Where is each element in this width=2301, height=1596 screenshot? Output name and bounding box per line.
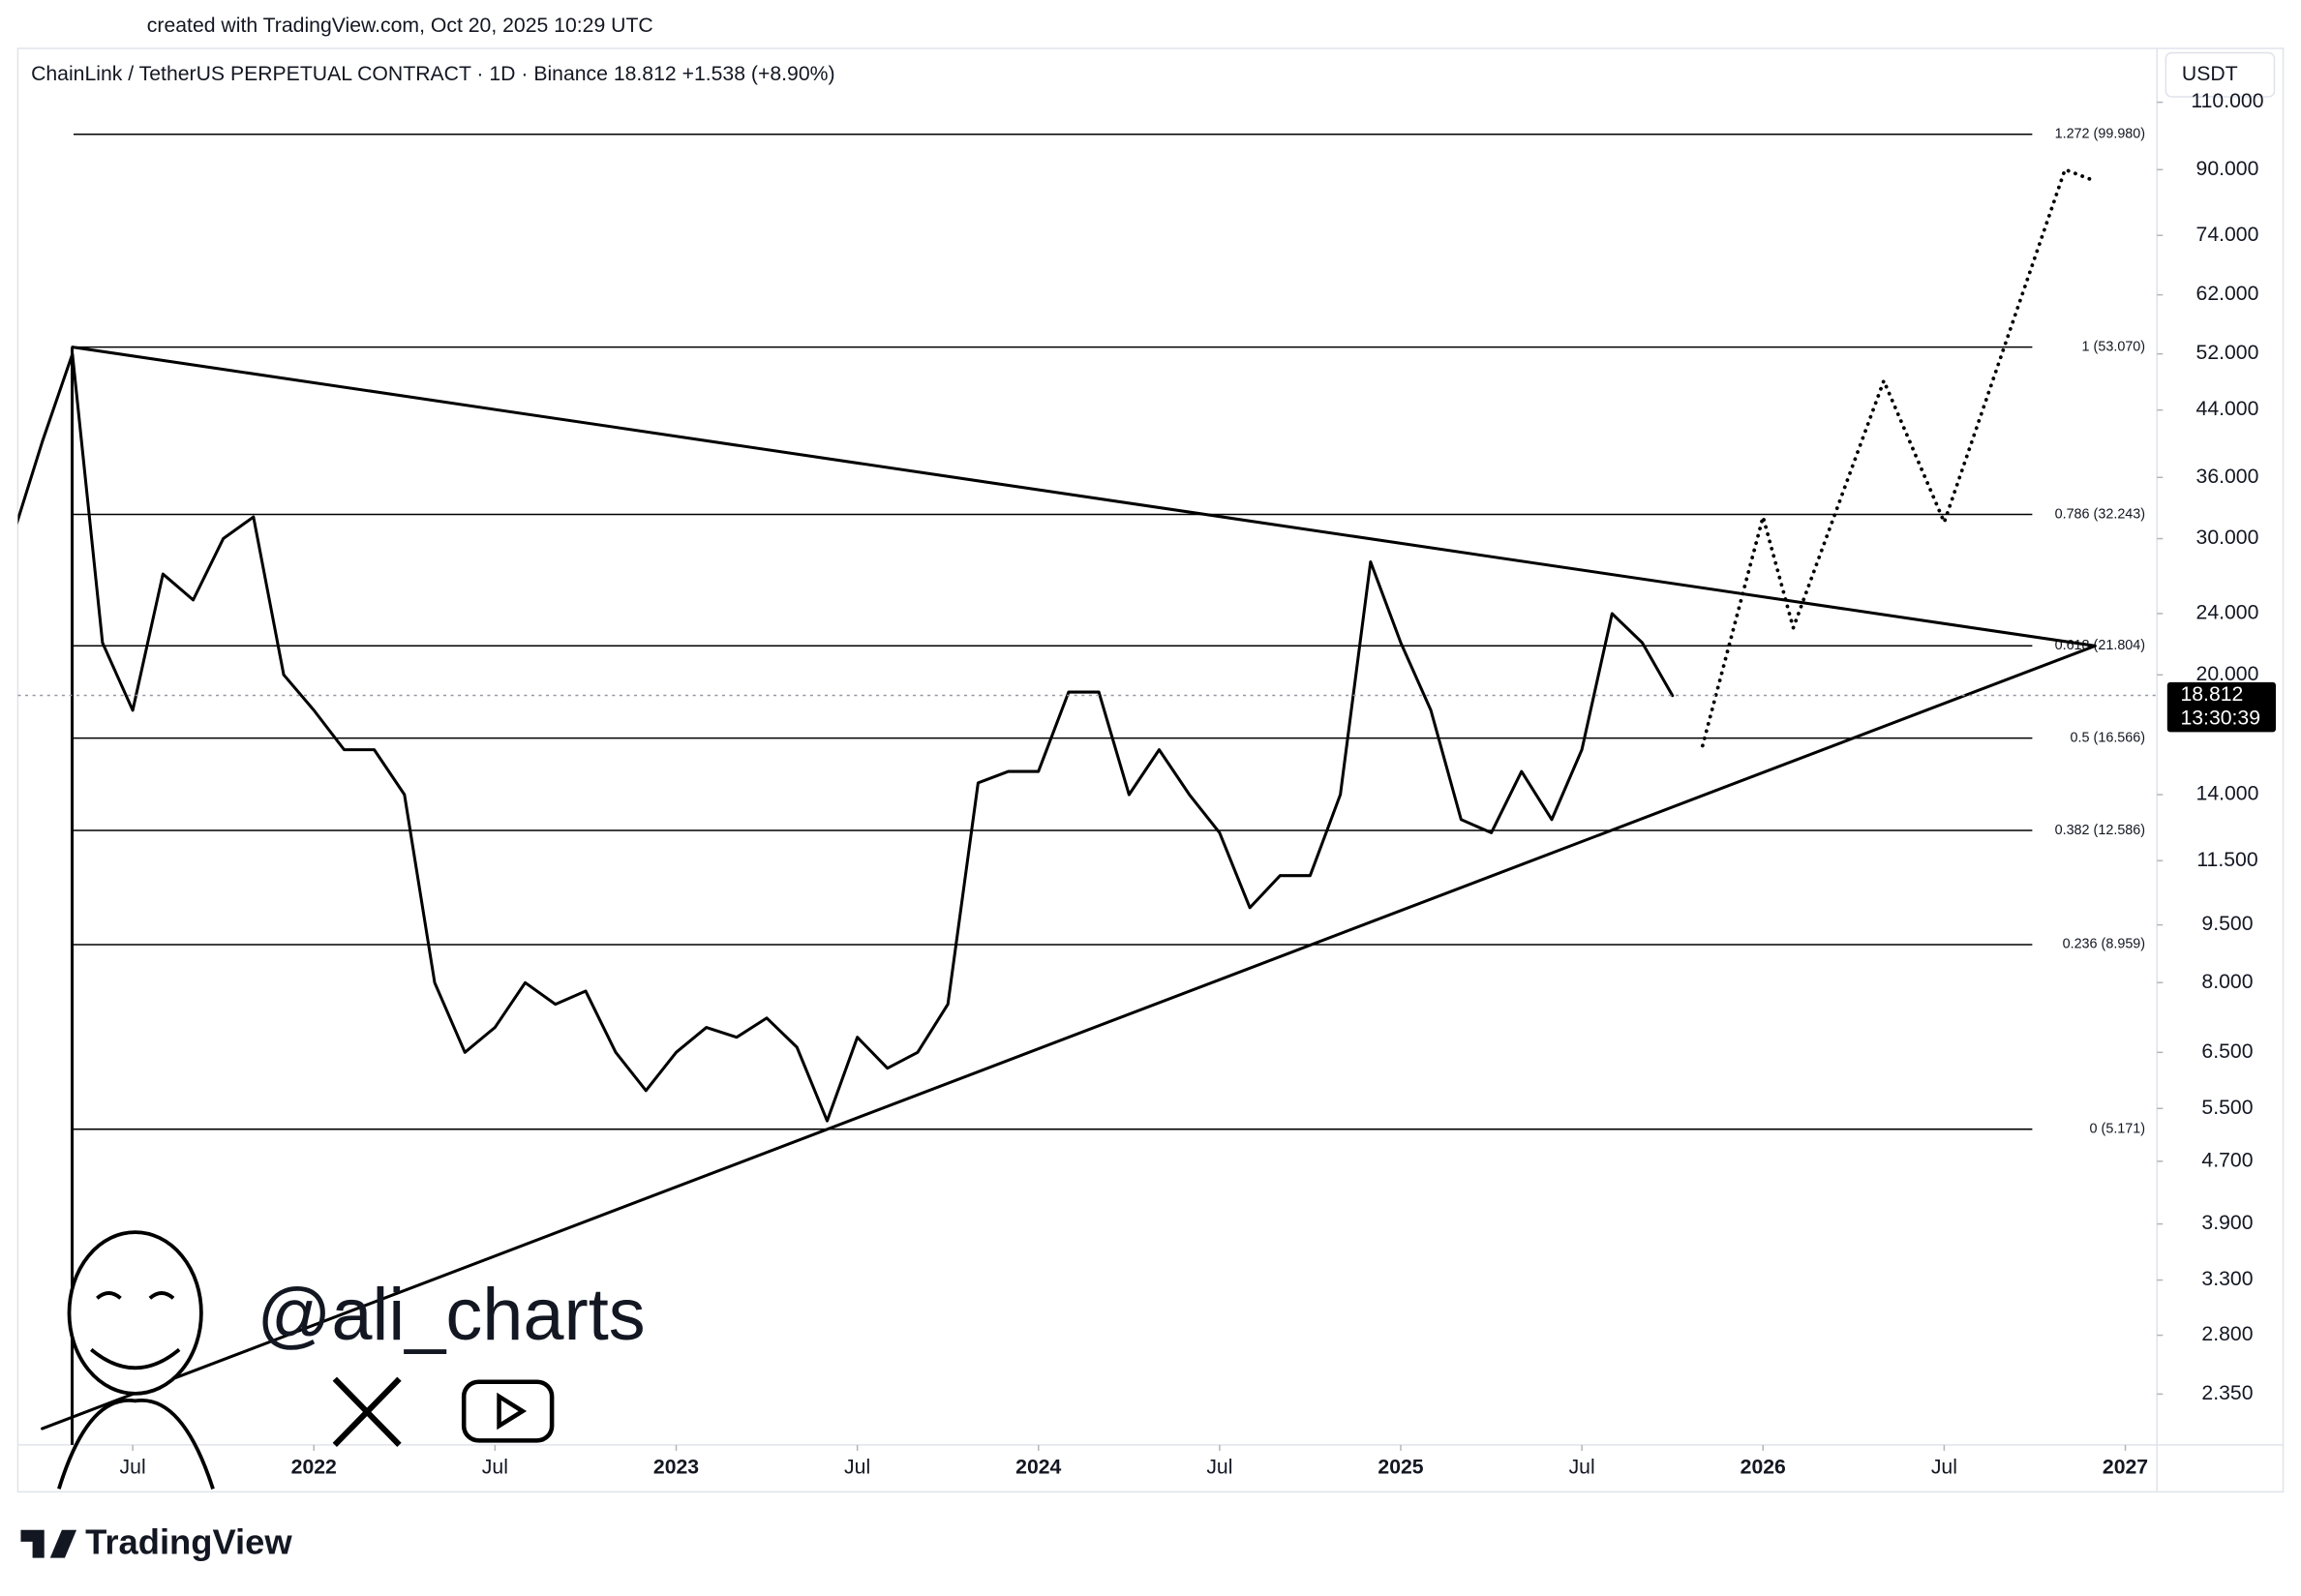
y-tick-label: 36.000 <box>2196 466 2259 488</box>
y-tick-label: 14.000 <box>2196 783 2259 805</box>
chart-title: ChainLink / TetherUS PERPETUAL CONTRACT … <box>31 63 834 85</box>
price-line <box>17 352 1675 1123</box>
fib-label: 0.382 (12.586) <box>2055 823 2146 838</box>
x-icon <box>332 1376 402 1448</box>
drawing-line <box>71 346 2097 647</box>
y-tick-label: 20.000 <box>2196 663 2259 685</box>
y-tick-label: 6.500 <box>2201 1040 2253 1063</box>
chart-frame <box>16 47 2285 1493</box>
y-tick-label: 30.000 <box>2196 527 2259 549</box>
last-price-badge <box>2166 681 2276 733</box>
watermark: @ali_charts <box>257 1274 645 1356</box>
x-tick-label: Jul <box>1206 1457 1232 1479</box>
drawing-line <box>1700 167 2098 748</box>
x-tick-label: 2026 <box>1741 1457 1786 1479</box>
x-tick-label: Jul <box>844 1457 870 1479</box>
fib-label: 0.618 (21.804) <box>2055 638 2146 653</box>
brand-logo: TradingView <box>20 1522 292 1562</box>
y-tick-label: 2.350 <box>2201 1382 2253 1404</box>
currency-button[interactable] <box>2165 51 2276 98</box>
fib-label: 0 (5.171) <box>2090 1121 2146 1136</box>
drawing-line <box>41 644 2097 1430</box>
y-tick-label: 74.000 <box>2196 224 2259 246</box>
currency-label: USDT <box>2182 63 2238 85</box>
x-tick-label: Jul <box>482 1457 508 1479</box>
x-tick-label: Jul <box>120 1457 146 1479</box>
y-tick-label: 8.000 <box>2201 971 2253 993</box>
y-tick-label: 52.000 <box>2196 342 2259 364</box>
x-tick-label: 2025 <box>1378 1457 1423 1479</box>
youtube-icon <box>461 1379 555 1443</box>
brand-name: TradingView <box>85 1522 292 1562</box>
x-tick-label: 2024 <box>1015 1457 1061 1479</box>
x-tick-label: 2022 <box>291 1457 337 1479</box>
y-tick-label: 110.000 <box>2191 90 2263 112</box>
plot-area: 1.272 (99.980) 1 (53.070) 0.786 (32.243) 0.… <box>17 127 2158 1430</box>
x-tick-label: Jul <box>1569 1457 1595 1479</box>
y-tick-label: 44.000 <box>2196 398 2259 420</box>
x-tick-label: Jul <box>1931 1457 1957 1479</box>
created-note: created with TradingView.com, Oct 20, 20… <box>147 15 653 37</box>
y-tick-label: 3.300 <box>2201 1268 2253 1290</box>
last-price-value: 18.812 <box>2180 683 2243 706</box>
y-tick-label: 3.900 <box>2201 1212 2253 1234</box>
y-tick-label: 11.500 <box>2196 849 2257 871</box>
fib-label: 1.272 (99.980) <box>2055 127 2146 142</box>
y-tick-label: 4.700 <box>2201 1149 2253 1171</box>
fib-label: 1 (53.070) <box>2082 339 2146 354</box>
y-tick-label: 62.000 <box>2196 283 2259 305</box>
y-tick-label: 2.800 <box>2201 1323 2253 1345</box>
y-tick-label: 90.000 <box>2196 158 2259 180</box>
fib-label: 0.5 (16.566) <box>2071 730 2146 745</box>
y-tick-label: 24.000 <box>2196 602 2259 624</box>
author-avatar <box>57 1230 215 1490</box>
x-tick-label: 2023 <box>653 1457 699 1479</box>
countdown: 13:30:39 <box>2180 707 2260 729</box>
fib-label: 0.236 (8.959) <box>2063 937 2146 952</box>
fib-label: 0.786 (32.243) <box>2055 506 2146 522</box>
x-tick-label: 2027 <box>2103 1457 2148 1479</box>
y-tick-label: 5.500 <box>2201 1097 2253 1119</box>
y-tick-label: 9.500 <box>2201 913 2253 935</box>
